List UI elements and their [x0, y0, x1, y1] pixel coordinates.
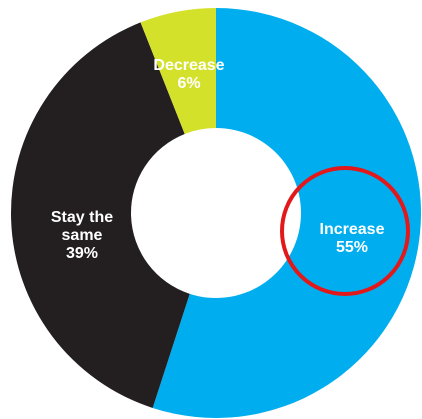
slice-label-decrease: Decrease 6% [153, 57, 224, 92]
slice-stay-the-same [10, 22, 190, 408]
slice-increase [152, 8, 421, 418]
slice-label-increase: Increase 55% [320, 221, 385, 256]
slice-label-stay-the-same: Stay the same 39% [51, 209, 113, 262]
highlight-circle [280, 166, 410, 296]
slice-decrease [140, 8, 216, 134]
